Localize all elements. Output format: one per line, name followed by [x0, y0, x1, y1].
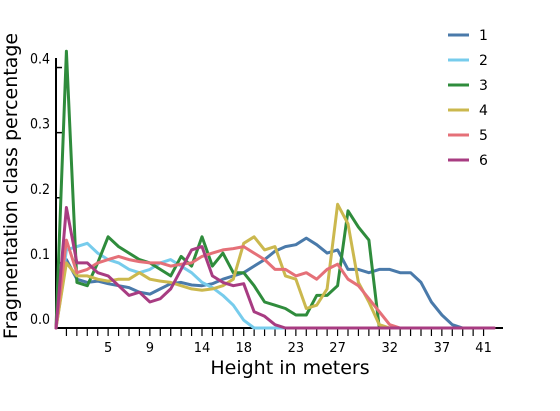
- y-tick-label: 0.1: [30, 247, 50, 263]
- legend-label-1: 1: [479, 28, 488, 44]
- x-tick-label: 37: [434, 341, 451, 356]
- axes: 0.00.10.20.30.45 9 14 18 23 27 32 37 41: [30, 52, 503, 356]
- x-tick-label: 23: [288, 341, 305, 356]
- legend: 1 2 3 4 5 6: [448, 28, 488, 169]
- series-line-1: [54, 236, 496, 330]
- x-tick-label: 14: [194, 341, 211, 356]
- legend-label-5: 5: [479, 128, 488, 144]
- y-tick-label: 0.4: [30, 52, 50, 68]
- series-line-6: [54, 206, 496, 330]
- x-tick-label: 18: [235, 341, 252, 356]
- x-tick-label: 5: [104, 341, 112, 356]
- legend-label-3: 3: [479, 78, 488, 94]
- x-tick-label: 27: [329, 341, 346, 356]
- legend-label-2: 2: [479, 53, 488, 69]
- y-axis-label: Fragmentation class percentage: [0, 33, 22, 339]
- x-tick-label: 32: [381, 341, 398, 356]
- series-line-5: [54, 238, 496, 330]
- x-tick-label: 41: [475, 341, 492, 356]
- legend-label-4: 4: [479, 103, 488, 119]
- y-tick-label: 0.0: [30, 312, 50, 328]
- legend-label-6: 6: [479, 153, 488, 169]
- y-tick-label: 0.2: [30, 182, 50, 198]
- x-tick-label: 9: [146, 341, 154, 356]
- x-axis-label: Height in meters: [210, 357, 369, 379]
- y-tick-label: 0.3: [30, 117, 50, 133]
- series-layer: [54, 49, 496, 330]
